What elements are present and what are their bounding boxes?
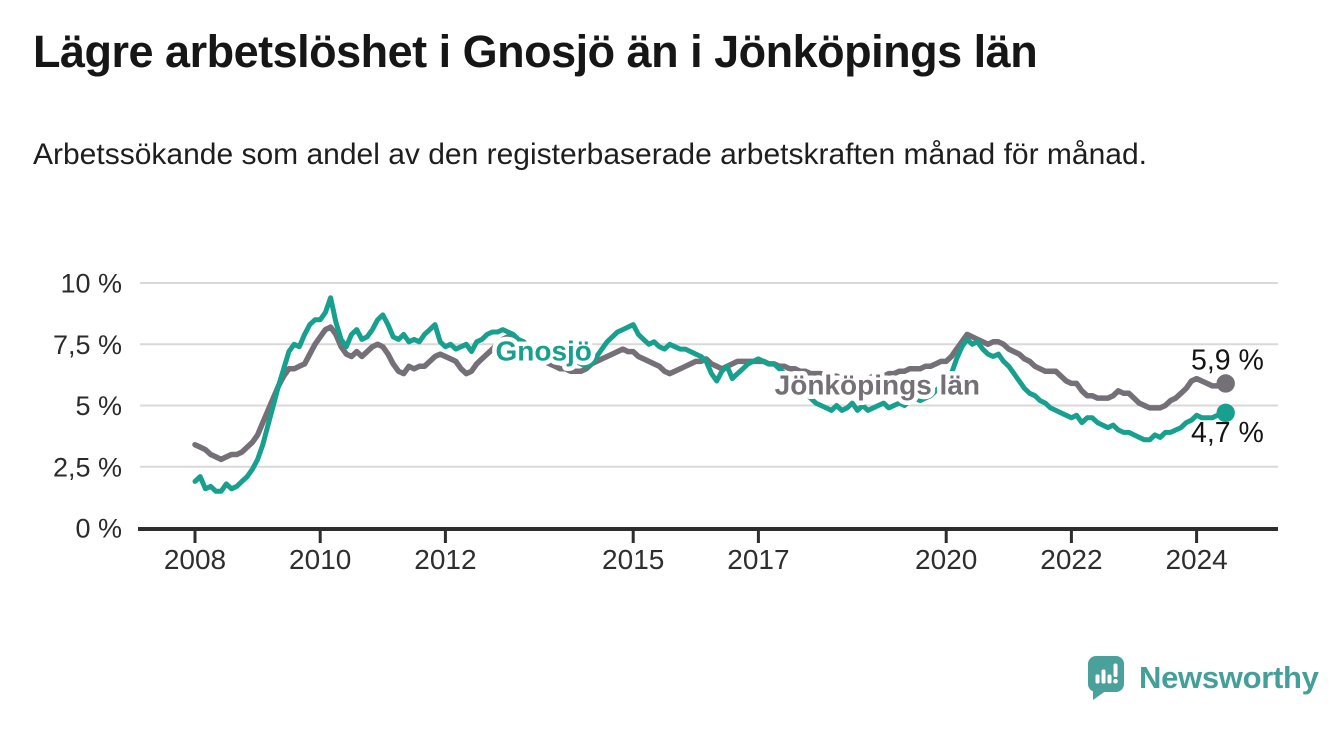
- x-axis-label: 2008: [164, 544, 226, 575]
- y-axis-label: 2,5 %: [53, 452, 122, 482]
- x-axis-label: 2012: [414, 544, 476, 575]
- newsworthy-logo: Newsworthy: [1086, 652, 1319, 704]
- series-line-jonkopings-lan: [192, 324, 1226, 463]
- x-axis-label: 2010: [289, 544, 351, 575]
- y-axis-label: 10 %: [60, 269, 122, 299]
- end-value-label-gnosjo: 4,7 %: [1191, 417, 1264, 449]
- newsworthy-bar-chart-bubble-icon: [1088, 656, 1124, 700]
- end-dot-gnosjo: [1216, 403, 1235, 423]
- y-axis-label: 0 %: [75, 514, 122, 544]
- series-label-jonkopings-lan: Jönköpings län: [775, 370, 980, 401]
- newsworthy-logo-text: Newsworthy: [1139, 660, 1319, 695]
- x-axis-label: 2017: [727, 544, 789, 575]
- series-label-gnosjo: Gnosjö: [495, 335, 591, 366]
- y-axis-label: 5 %: [75, 391, 122, 421]
- page-title: Lägre arbetslöshet i Gnosjö än i Jönköpi…: [33, 26, 1038, 77]
- x-axis-label: 2015: [602, 544, 664, 575]
- x-axis-label: 2024: [1165, 544, 1227, 575]
- series-line-gnosjo: [192, 295, 1226, 494]
- x-axis-label: 2022: [1040, 544, 1102, 575]
- end-dot-jonkopings-lan: [1216, 374, 1235, 393]
- page-subtitle: Arbetssökande som andel av den registerb…: [33, 138, 1147, 171]
- end-value-label-jonkopings-lan: 5,9 %: [1191, 344, 1264, 376]
- x-axis-label: 2020: [915, 544, 977, 575]
- y-axis-label: 7,5 %: [53, 330, 122, 360]
